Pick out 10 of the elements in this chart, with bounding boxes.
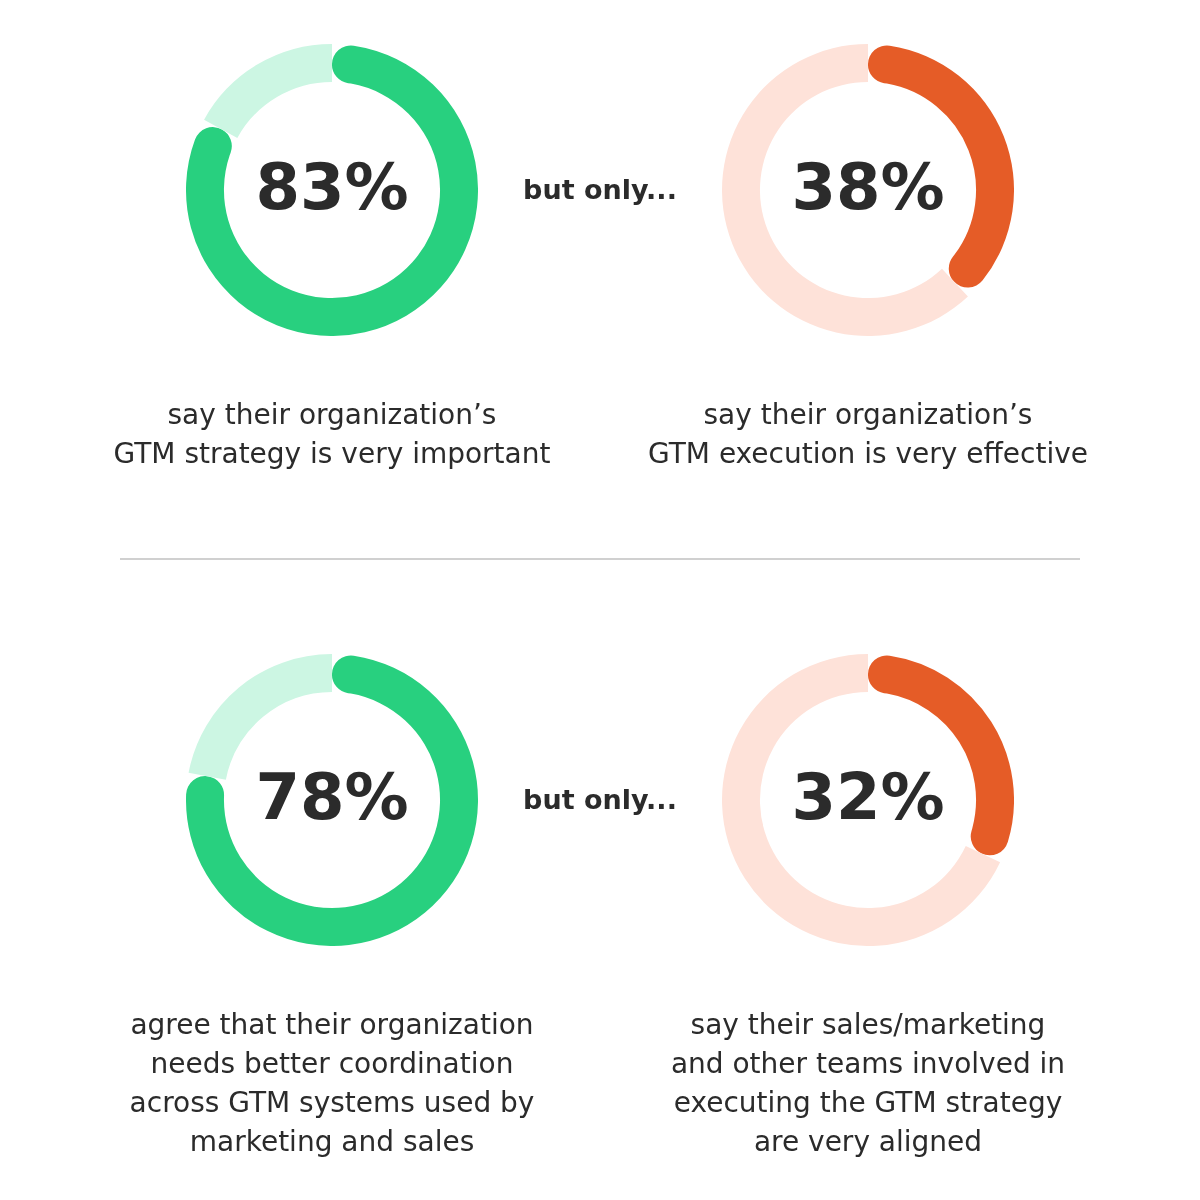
text: say their organization’s GTM execution is very effective xyxy=(647,397,1089,472)
text: say their organization’s GTM strategy is very important xyxy=(112,397,552,472)
text: say their sales/marketing and other teams involved in executing the GTM strategy are very aligned xyxy=(669,1007,1067,1160)
text: agree that their organization needs better coordination across GTM systems used by marketing and sales xyxy=(128,1007,536,1160)
text: but only... xyxy=(522,173,678,207)
text: but only... xyxy=(522,783,678,817)
data-label: 83% xyxy=(255,149,409,224)
data-label: 38% xyxy=(791,149,945,224)
data-label: 32% xyxy=(791,759,945,834)
data-label: 78% xyxy=(255,759,409,834)
